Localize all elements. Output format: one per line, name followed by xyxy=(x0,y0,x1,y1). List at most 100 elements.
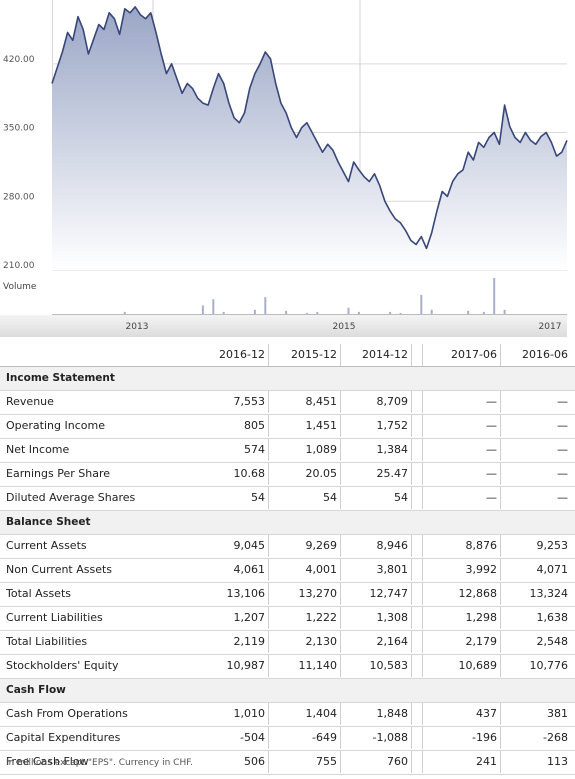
volume-bar xyxy=(222,311,225,314)
table-cell: 1,848 xyxy=(340,703,412,725)
table-cell: 13,324 xyxy=(499,583,571,605)
cell-value: -268 xyxy=(543,731,568,744)
table-cell: 9,253 xyxy=(499,535,571,557)
cell-value: 1,089 xyxy=(305,443,338,456)
volume-bar xyxy=(467,310,470,314)
table-cell: — xyxy=(499,391,571,413)
cell-value: 8,946 xyxy=(376,539,409,552)
section-title: Income Statement xyxy=(6,372,115,384)
table-row: Current Assets 9,045 9,269 8,946 8,876 9,253 xyxy=(0,535,575,559)
cell-value: 1,848 xyxy=(376,707,409,720)
row-label: Non Current Assets xyxy=(6,563,113,576)
table-cell: 3,801 xyxy=(340,559,412,581)
table-cell: 13,106 xyxy=(196,583,269,605)
table-cell: 805 xyxy=(196,415,269,437)
volume-bar xyxy=(123,311,126,314)
section-header-row: Balance Sheet xyxy=(0,511,575,535)
column-header: 2016-06 xyxy=(522,348,568,361)
cell-value: 13,106 xyxy=(226,587,266,600)
cell-value: 9,269 xyxy=(305,539,338,552)
cell-value: 8,709 xyxy=(376,395,409,408)
section-header-row: Income Statement xyxy=(0,367,575,391)
table-cell: — xyxy=(422,463,501,485)
table-cell: 25.47 xyxy=(340,463,412,485)
cell-value: — xyxy=(486,443,497,456)
cell-value: 2,119 xyxy=(233,635,266,648)
table-row: Non Current Assets 4,061 4,001 3,801 3,992 4,… xyxy=(0,559,575,583)
table-cell: 437 xyxy=(422,703,501,725)
cell-value: — xyxy=(557,419,568,432)
table-row: Total Assets 13,106 13,270 12,747 12,868 13,3… xyxy=(0,583,575,607)
table-cell: 10.68 xyxy=(196,463,269,485)
y-tick-label: 350.00 xyxy=(3,124,35,134)
table-cell: 8,946 xyxy=(340,535,412,557)
table-row: Revenue 7,553 8,451 8,709 — — xyxy=(0,391,575,415)
table-cell: 8,451 xyxy=(268,391,341,413)
table-cell: 1,384 xyxy=(340,439,412,461)
x-tick-labels: 2013 2015 2017 xyxy=(126,322,562,332)
row-label: Total Liabilities xyxy=(6,635,88,648)
row-label: Earnings Per Share xyxy=(6,467,111,480)
cell-value: 54 xyxy=(394,491,408,504)
table-cell: 241 xyxy=(422,751,501,773)
table-cell: 9,269 xyxy=(268,535,341,557)
row-label: Capital Expenditures xyxy=(6,731,121,744)
cell-value: 9,045 xyxy=(233,539,266,552)
table-row: Current Liabilities 1,207 1,222 1,308 1,298 1… xyxy=(0,607,575,631)
table-cell: 1,752 xyxy=(340,415,412,437)
table-row: Net Income 574 1,089 1,384 — — xyxy=(0,439,575,463)
cell-value: 4,001 xyxy=(305,563,338,576)
table-cell: 9,045 xyxy=(196,535,269,557)
table-row: Free Cash Flow 506 755 760 241 113 xyxy=(0,751,575,775)
cell-value: 1,207 xyxy=(233,611,266,624)
cell-value: 3,992 xyxy=(465,563,498,576)
cell-value: 381 xyxy=(547,707,568,720)
volume-bar xyxy=(212,299,215,314)
table-row: Cash From Operations 1,010 1,404 1,848 437 38… xyxy=(0,703,575,727)
cell-value: 13,324 xyxy=(529,587,569,600)
cell-value: 574 xyxy=(244,443,265,456)
cell-value: 54 xyxy=(323,491,337,504)
volume-bar xyxy=(253,309,256,314)
volume-bars xyxy=(123,278,506,314)
section-title: Balance Sheet xyxy=(6,516,91,528)
table-cell: 8,709 xyxy=(340,391,412,413)
cell-value: 10.68 xyxy=(233,467,266,480)
cell-value: — xyxy=(557,467,568,480)
cell-value: 10,583 xyxy=(369,659,409,672)
cell-value: 9,253 xyxy=(536,539,569,552)
table-row: Earnings Per Share 10.68 20.05 25.47 — — xyxy=(0,463,575,487)
table-cell: — xyxy=(499,487,571,509)
cell-value: 1,752 xyxy=(376,419,409,432)
cell-value: 1,222 xyxy=(305,611,338,624)
cell-value: — xyxy=(557,395,568,408)
volume-label: Volume xyxy=(3,282,37,292)
table-cell: 54 xyxy=(268,487,341,509)
cell-value: 8,876 xyxy=(465,539,498,552)
cell-value: 25.47 xyxy=(376,467,409,480)
price-line xyxy=(51,6,568,250)
table-cell: 1,308 xyxy=(340,607,412,629)
table-cell: 2,119 xyxy=(196,631,269,653)
table-cell: 1,222 xyxy=(268,607,341,629)
table-row: Diluted Average Shares 54 54 54 — — xyxy=(0,487,575,511)
cell-value: — xyxy=(557,491,568,504)
volume-bar xyxy=(430,309,433,314)
table-cell: 54 xyxy=(340,487,412,509)
table-cell: 506 xyxy=(196,751,269,773)
table-cell: 113 xyxy=(499,751,571,773)
table-cell: -268 xyxy=(499,727,571,749)
table-cell: 2,130 xyxy=(268,631,341,653)
x-tick-label: 2013 xyxy=(126,322,149,332)
table-cell: 1,451 xyxy=(268,415,341,437)
cell-value: 1,298 xyxy=(465,611,498,624)
table-cell: 10,776 xyxy=(499,655,571,677)
cell-value: 10,776 xyxy=(529,659,569,672)
cell-value: 54 xyxy=(251,491,265,504)
table-cell: 1,207 xyxy=(196,607,269,629)
row-label: Revenue xyxy=(6,395,54,408)
volume-bar xyxy=(482,311,485,314)
table-cell: — xyxy=(499,463,571,485)
volume-bar xyxy=(399,312,402,314)
row-label: Current Liabilities xyxy=(6,611,103,624)
